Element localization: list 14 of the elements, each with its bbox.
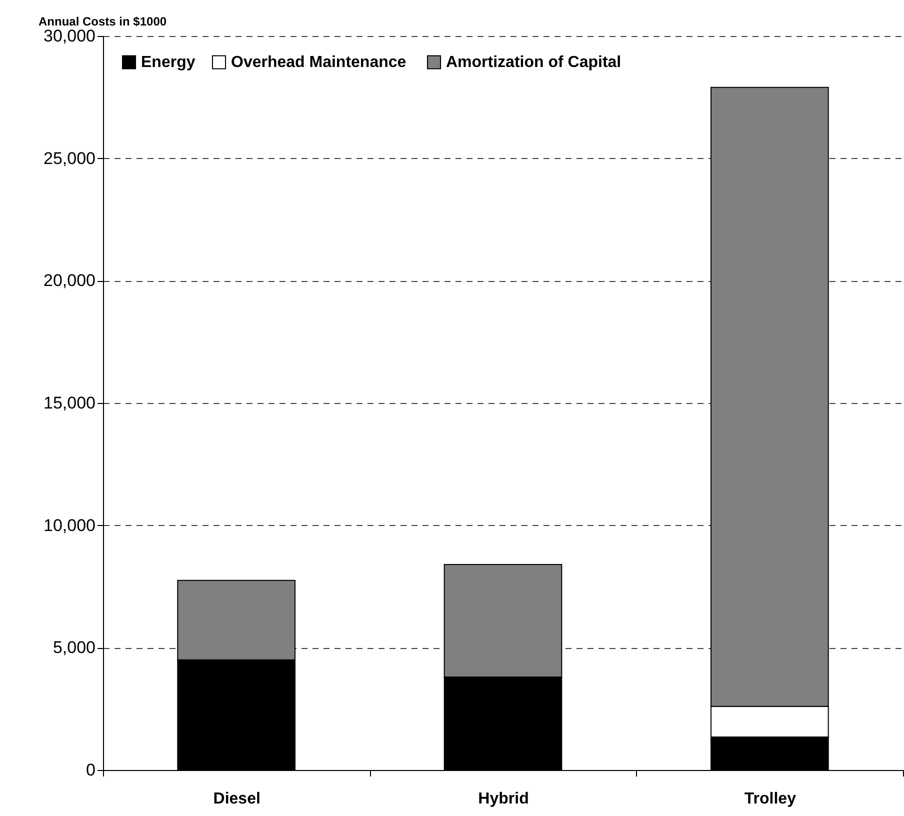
y-tick-label: 5,000 — [52, 638, 96, 658]
x-tick-label: Diesel — [213, 790, 260, 808]
y-tick-label: 0 — [86, 760, 96, 780]
y-tick-label: 30,000 — [44, 26, 96, 46]
x-tick-label: Trolley — [744, 790, 796, 808]
legend-label: Amortization of Capital — [446, 54, 622, 72]
y-tick-label: 20,000 — [44, 271, 96, 290]
y-tick-label: 10,000 — [44, 516, 96, 535]
x-tick-label: Hybrid — [478, 790, 529, 808]
y-tick-label: 15,000 — [44, 394, 96, 412]
y-axis-title: Annual Costs in $1000 — [38, 14, 167, 28]
legend-label: Energy — [141, 54, 196, 72]
legend-label: Overhead Maintenance — [231, 54, 406, 72]
y-tick-label: 25,000 — [44, 148, 96, 168]
